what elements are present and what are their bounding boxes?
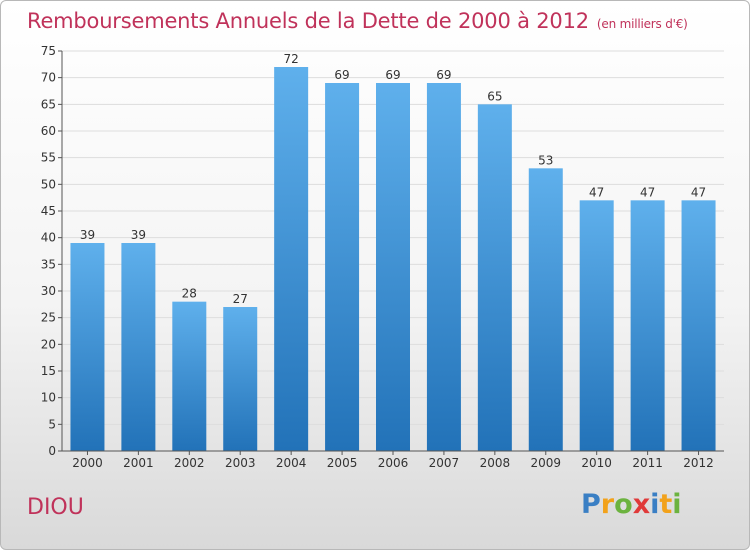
- x-tick-label: 2006: [378, 456, 409, 470]
- x-tick-label: 2012: [683, 456, 714, 470]
- bar: [528, 168, 563, 452]
- y-tick-label: 5: [48, 417, 56, 431]
- proxiti-logo: Proxiti: [581, 489, 682, 520]
- bars: [70, 67, 716, 452]
- logo-letter: x: [632, 489, 651, 520]
- logo-letter: P: [581, 489, 601, 520]
- data-label: 53: [538, 153, 553, 167]
- y-tick-label: 0: [48, 444, 56, 458]
- bar: [630, 200, 665, 451]
- axes: 0 5 10 15 20 25 30 35 40 45 50 55 60 65 70 75 2000 2001 20…: [41, 44, 724, 470]
- commune-name: DIOU: [27, 495, 84, 520]
- bar: [172, 301, 207, 451]
- x-tick-label: 2000: [72, 456, 103, 470]
- data-labels: 39 39 28 27 72 69 69 69 65 53 47 47 47: [80, 52, 706, 306]
- y-tick-label: 20: [41, 337, 56, 351]
- y-tick-label: 10: [41, 391, 56, 405]
- bar: [223, 307, 258, 451]
- data-label: 72: [284, 52, 299, 66]
- y-tick-label: 75: [41, 44, 56, 58]
- y-tick-label: 70: [41, 71, 56, 85]
- y-tick-label: 40: [41, 231, 56, 245]
- bar: [70, 243, 105, 451]
- chart-title: Remboursements Annuels de la Dette de 20…: [27, 9, 688, 33]
- bar: [681, 200, 716, 451]
- bar: [376, 83, 410, 451]
- data-label: 47: [691, 185, 706, 199]
- y-tick-label: 35: [41, 257, 56, 271]
- y-tick-label: 50: [41, 177, 56, 191]
- data-label: 65: [487, 89, 502, 103]
- bar: [121, 243, 156, 451]
- x-tick-label: 2011: [632, 456, 663, 470]
- data-label: 39: [80, 228, 95, 242]
- bar: [274, 67, 309, 451]
- bar: [426, 83, 461, 451]
- data-label: 28: [182, 287, 197, 301]
- x-tick-label: 2008: [480, 456, 511, 470]
- data-label: 27: [233, 292, 248, 306]
- x-tick-label: 2010: [581, 456, 612, 470]
- bar: [579, 200, 614, 451]
- data-label: 47: [589, 185, 604, 199]
- x-tick-label: 2004: [276, 456, 307, 470]
- title-text: Remboursements Annuels de la Dette de 20…: [27, 9, 589, 33]
- x-tick-label: 2002: [174, 456, 205, 470]
- logo-letter: r: [600, 489, 615, 520]
- data-label: 69: [334, 68, 349, 82]
- x-tick-label: 2003: [225, 456, 256, 470]
- bar: [325, 83, 360, 451]
- y-tick-label: 25: [41, 311, 56, 325]
- x-tick-label: 2005: [327, 456, 358, 470]
- logo-letter: o: [614, 489, 633, 520]
- data-label: 39: [131, 228, 146, 242]
- y-tick-label: 65: [41, 97, 56, 111]
- y-tick-label: 55: [41, 151, 56, 165]
- logo-letter: t: [659, 489, 673, 520]
- x-tick-label: 2007: [429, 456, 460, 470]
- data-label: 69: [385, 68, 400, 82]
- data-label: 69: [436, 68, 451, 82]
- logo-letter: i: [672, 489, 682, 520]
- y-tick-label: 60: [41, 124, 56, 138]
- bar: [477, 104, 512, 451]
- y-tick-label: 30: [41, 284, 56, 298]
- y-tick-label: 15: [41, 364, 56, 378]
- y-tick-label: 45: [41, 204, 56, 218]
- title-unit: (en milliers d'€): [596, 17, 688, 31]
- logo-letter: i: [650, 489, 660, 520]
- data-label: 47: [640, 185, 655, 199]
- x-tick-label: 2009: [530, 456, 561, 470]
- x-tick-label: 2001: [123, 456, 154, 470]
